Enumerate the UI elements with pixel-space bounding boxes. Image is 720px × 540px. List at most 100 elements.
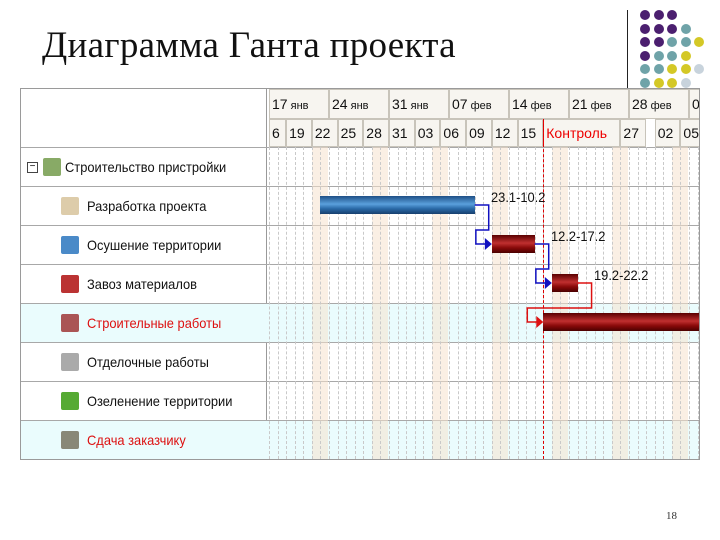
- day-gridline: [449, 147, 450, 459]
- day-gridline: [526, 147, 528, 459]
- day-gridline: [646, 147, 648, 459]
- day-gridline: [654, 147, 656, 459]
- day-gridline: [560, 147, 562, 459]
- weekend-shading: [551, 147, 568, 459]
- week-month: фев: [587, 100, 612, 112]
- task-row[interactable]: Отделочные работы: [21, 342, 266, 381]
- task-bar[interactable]: [320, 196, 475, 214]
- week-header-cell: 24 янв: [329, 89, 389, 119]
- week-header-cell: 14 фев: [509, 89, 569, 119]
- day-gridline: [440, 147, 442, 459]
- day-gridline: [509, 147, 510, 459]
- dot: [680, 77, 691, 88]
- day-gridline: [466, 147, 468, 459]
- day-gridline: [269, 147, 270, 459]
- task-bar-label: 12.2-17.2: [550, 228, 606, 244]
- timeline-area: 17 янв 24 янв 31 янв 07 фев 14 фев 21 фев 28 ф…: [266, 89, 699, 459]
- dot: [694, 37, 704, 47]
- weekend-shading: [671, 147, 688, 459]
- day-gridline: [380, 147, 382, 459]
- task-bar[interactable]: [491, 235, 535, 253]
- dot: [640, 10, 650, 20]
- day-gridline: [689, 147, 690, 459]
- gantt-chart: − Строительство пристройки Разработка прое…: [20, 88, 700, 460]
- day-gridline: [569, 147, 570, 459]
- dot: [680, 64, 691, 74]
- task-row[interactable]: Сдача заказчику: [21, 420, 266, 459]
- day-gridline: [483, 147, 485, 459]
- dependency-link: [534, 243, 550, 284]
- week-header-cell: 31 янв: [389, 89, 449, 119]
- task-name: Отделочные работы: [87, 354, 209, 370]
- dot: [653, 77, 664, 88]
- dot: [667, 10, 677, 20]
- day-gridline: [414, 147, 416, 459]
- week-header-cell: 0: [689, 89, 699, 119]
- collapse-toggle[interactable]: −: [27, 162, 38, 173]
- slide-title: Диаграмма Ганта проекта: [42, 25, 456, 66]
- day-header-cell: 02: [654, 119, 681, 147]
- day-gridline: [491, 147, 493, 459]
- day-gridline: [320, 147, 322, 459]
- timeline-row: [266, 147, 699, 186]
- day-gridline: [354, 147, 356, 459]
- weekend-shading: [371, 147, 388, 459]
- control-header-cell: Контроль: [543, 119, 621, 147]
- day-gridline: [697, 147, 699, 459]
- task-row[interactable]: Осушение территории: [21, 225, 266, 264]
- day-gridline: [277, 147, 279, 459]
- day-gridline: [371, 147, 373, 459]
- landscaping-icon: [61, 392, 79, 410]
- task-row[interactable]: Строительные работы: [21, 303, 266, 342]
- dot: [680, 23, 691, 34]
- task-row[interactable]: Разработка проекта: [21, 186, 266, 225]
- day-gridline: [346, 147, 348, 459]
- dot: [694, 64, 704, 74]
- task-name: Завоз материалов: [87, 276, 197, 292]
- dot: [653, 23, 664, 34]
- day-gridline: [637, 147, 639, 459]
- task-row[interactable]: − Строительство пристройки: [21, 147, 266, 186]
- day-gridline: [603, 147, 605, 459]
- dependency-links: [474, 204, 593, 328]
- control-date-line: [543, 119, 545, 459]
- dependency-link: [474, 204, 490, 245]
- day-gridline: [586, 147, 588, 459]
- week-month: янв: [347, 100, 369, 112]
- day-header-cell: 28: [363, 119, 389, 147]
- day-header-cell: 03: [414, 119, 441, 147]
- week-day: 31: [392, 96, 408, 112]
- week-header-cell: 17 янв: [269, 89, 329, 119]
- dot: [667, 77, 677, 88]
- day-gridline: [457, 147, 459, 459]
- task-bar-label: 19.2-22.2: [593, 267, 649, 283]
- handover-icon: [61, 431, 79, 449]
- task-row[interactable]: Завоз материалов: [21, 264, 266, 303]
- week-month: фев: [647, 100, 672, 112]
- day-gridline: [663, 147, 665, 459]
- dot: [653, 37, 664, 47]
- day-gridline: [611, 147, 613, 459]
- truck-bricks-icon: [61, 275, 79, 293]
- decorative-divider: [627, 10, 628, 90]
- day-gridline: [337, 147, 339, 459]
- tools-icon: [61, 353, 79, 371]
- day-header-cell: 6: [269, 119, 287, 147]
- dot: [640, 37, 650, 47]
- day-gridline: [389, 147, 390, 459]
- day-gridline: [551, 147, 553, 459]
- task-bar[interactable]: [551, 274, 578, 292]
- week-day: 17: [272, 96, 288, 112]
- arrowhead-icon: [484, 238, 492, 250]
- dot: [640, 23, 650, 34]
- dot: [667, 50, 677, 61]
- timeline-row: [266, 342, 699, 381]
- week-day: 28: [632, 96, 648, 112]
- task-row[interactable]: Озеленение территории: [21, 381, 266, 420]
- day-gridline: [397, 147, 399, 459]
- task-bar[interactable]: [543, 313, 699, 331]
- dot: [667, 64, 677, 74]
- day-gridline: [671, 147, 673, 459]
- timeline-row: [266, 381, 699, 420]
- day-gridline: [577, 147, 579, 459]
